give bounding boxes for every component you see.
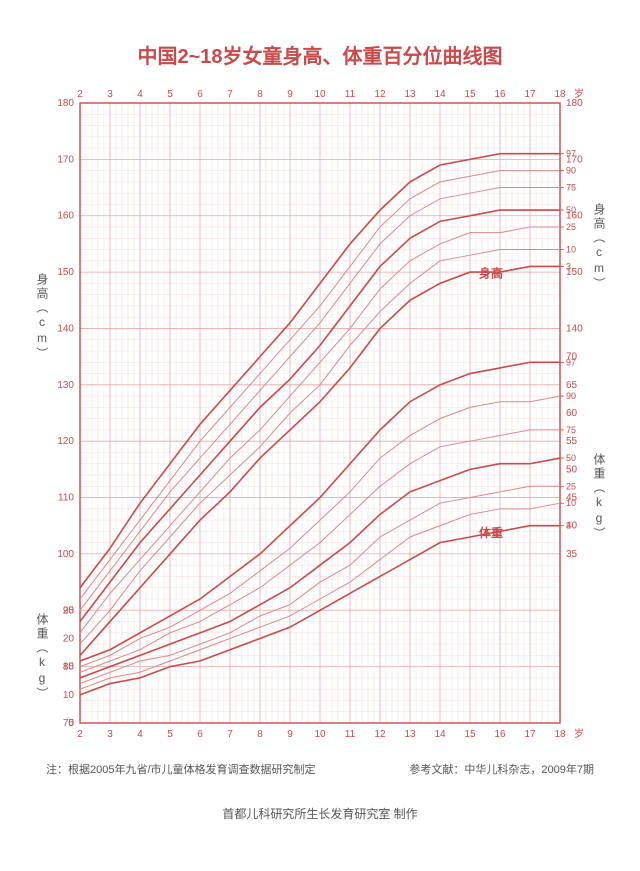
- svg-text:180: 180: [566, 98, 583, 109]
- svg-text:4: 4: [137, 89, 143, 100]
- svg-text:体重: 体重: [479, 525, 503, 540]
- svg-text:110: 110: [58, 493, 74, 504]
- svg-text:50: 50: [566, 464, 578, 475]
- svg-text:25: 25: [566, 222, 576, 232]
- svg-text:3: 3: [566, 261, 571, 271]
- svg-text:55: 55: [566, 436, 578, 447]
- svg-text:13: 13: [404, 729, 416, 740]
- svg-text:140: 140: [57, 323, 74, 334]
- svg-text:90: 90: [566, 166, 576, 176]
- svg-text:90: 90: [566, 391, 576, 401]
- svg-text:50: 50: [566, 205, 576, 215]
- svg-text:4: 4: [137, 729, 143, 740]
- svg-text:12: 12: [374, 89, 386, 100]
- svg-text:20: 20: [63, 633, 75, 644]
- svg-text:16: 16: [494, 729, 506, 740]
- chart-title: 中国2~18岁女童身高、体重百分位曲线图: [20, 40, 620, 69]
- svg-text:6: 6: [197, 729, 203, 740]
- svg-text:35: 35: [566, 549, 578, 560]
- svg-text:60: 60: [566, 408, 578, 419]
- y-axis-height-label-right: 身高（cm）: [591, 203, 608, 291]
- svg-text:7: 7: [227, 729, 233, 740]
- svg-text:10: 10: [314, 89, 326, 100]
- footnote-source: 注：根据2005年九省/市儿童体格发育调查数据研究制定: [46, 761, 316, 777]
- svg-text:9: 9: [287, 729, 293, 740]
- svg-text:50: 50: [566, 453, 576, 463]
- svg-text:10: 10: [566, 498, 576, 508]
- svg-text:14: 14: [434, 729, 446, 740]
- svg-text:17: 17: [524, 729, 536, 740]
- svg-text:16: 16: [494, 89, 506, 100]
- svg-text:150: 150: [57, 267, 74, 278]
- svg-text:15: 15: [63, 662, 75, 673]
- svg-text:97: 97: [566, 149, 576, 159]
- svg-text:2: 2: [77, 729, 83, 740]
- svg-text:8: 8: [257, 729, 263, 740]
- svg-text:18: 18: [554, 729, 566, 740]
- svg-text:9: 9: [287, 89, 293, 100]
- svg-text:3: 3: [566, 521, 571, 531]
- svg-text:13: 13: [404, 89, 416, 100]
- svg-text:10: 10: [314, 729, 326, 740]
- chart-svg: 2233445566778899101011111212131314141515…: [40, 83, 600, 753]
- svg-text:5: 5: [167, 89, 173, 100]
- svg-text:5: 5: [167, 729, 173, 740]
- svg-text:10: 10: [566, 245, 576, 255]
- y-axis-weight-label-left: 体重（kg）: [34, 613, 51, 701]
- svg-text:8: 8: [257, 89, 263, 100]
- svg-text:3: 3: [107, 89, 113, 100]
- svg-text:5: 5: [68, 718, 74, 729]
- svg-text:12: 12: [374, 729, 386, 740]
- svg-text:15: 15: [464, 89, 476, 100]
- svg-text:180: 180: [57, 98, 74, 109]
- svg-text:15: 15: [464, 729, 476, 740]
- svg-text:160: 160: [57, 211, 74, 222]
- svg-text:25: 25: [566, 481, 576, 491]
- svg-text:25: 25: [63, 605, 75, 616]
- svg-text:130: 130: [57, 380, 74, 391]
- svg-text:120: 120: [57, 436, 74, 447]
- footnote-row: 注：根据2005年九省/市儿童体格发育调查数据研究制定 参考文献：中华儿科杂志，…: [46, 761, 594, 777]
- svg-text:身高: 身高: [479, 266, 503, 281]
- svg-text:18: 18: [554, 89, 566, 100]
- svg-text:10: 10: [63, 690, 75, 701]
- y-axis-weight-label-right: 体重（kg）: [591, 453, 608, 541]
- svg-text:65: 65: [566, 380, 578, 391]
- y-axis-height-label-left: 身高（cm）: [34, 273, 51, 361]
- svg-text:11: 11: [345, 729, 356, 740]
- svg-text:75: 75: [566, 425, 576, 435]
- svg-text:11: 11: [345, 89, 356, 100]
- svg-text:7: 7: [227, 89, 233, 100]
- svg-text:岁: 岁: [574, 727, 584, 740]
- svg-text:17: 17: [524, 89, 536, 100]
- svg-text:97: 97: [566, 357, 576, 367]
- svg-text:2: 2: [77, 89, 83, 100]
- svg-text:14: 14: [434, 89, 446, 100]
- footnote-reference: 参考文献：中华儿科杂志，2009年7期: [409, 761, 594, 777]
- svg-text:3: 3: [107, 729, 113, 740]
- svg-text:140: 140: [566, 323, 583, 334]
- svg-text:100: 100: [57, 549, 74, 560]
- svg-text:6: 6: [197, 89, 203, 100]
- credit-line: 首都儿科研究所生长发育研究室 制作: [20, 805, 620, 822]
- svg-text:75: 75: [566, 183, 576, 193]
- svg-text:170: 170: [57, 154, 74, 165]
- growth-chart: 身高（cm） 体重（kg） 身高（cm） 体重（kg） 223344556677…: [40, 83, 600, 753]
